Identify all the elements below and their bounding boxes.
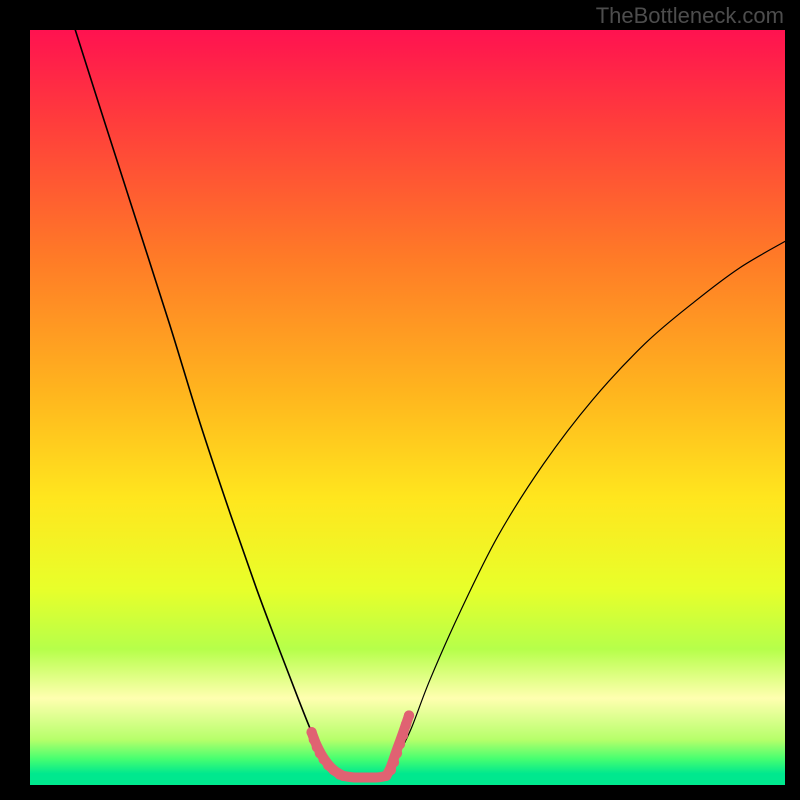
bottleneck-chart bbox=[0, 0, 800, 800]
plot-background bbox=[30, 30, 785, 785]
bottom-overlay-marker-right bbox=[392, 748, 402, 758]
watermark-text: TheBottleneck.com bbox=[596, 3, 784, 29]
bottom-overlay-marker-right bbox=[389, 757, 399, 767]
bottom-overlay-marker-right bbox=[398, 730, 408, 740]
chart-stage: TheBottleneck.com bbox=[0, 0, 800, 800]
bottom-overlay-flat bbox=[343, 776, 386, 778]
bottom-overlay-marker-right bbox=[401, 719, 411, 729]
bottom-overlay-marker-right bbox=[395, 739, 405, 749]
bottom-overlay-marker-right bbox=[404, 710, 414, 720]
bottom-overlay-marker-left bbox=[334, 769, 344, 779]
